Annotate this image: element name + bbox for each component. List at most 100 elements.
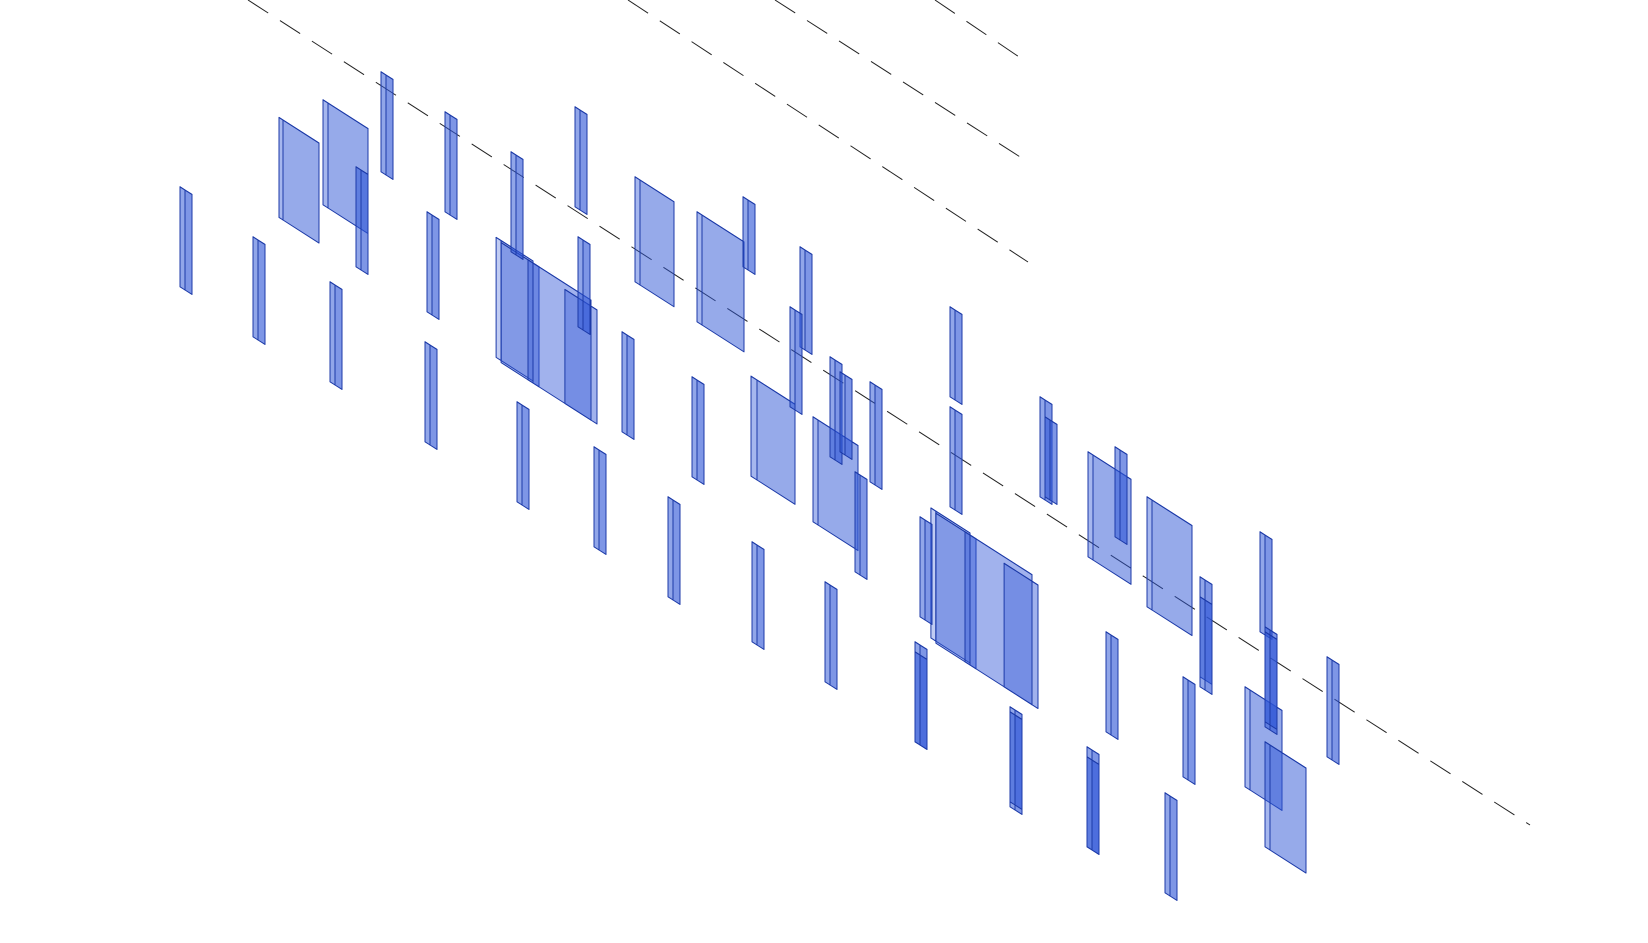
- column-7[interactable]: [424, 341, 438, 450]
- column-18[interactable]: [789, 306, 803, 415]
- column-29[interactable]: [1105, 631, 1119, 740]
- column-12[interactable]: [593, 446, 607, 555]
- column-3-front-face: [334, 284, 343, 390]
- column-4-front-face: [360, 169, 369, 275]
- column-20[interactable]: [824, 581, 838, 690]
- column-43[interactable]: [1199, 596, 1213, 695]
- column-5-left-face: [380, 71, 387, 176]
- wall-5-front-face: [756, 379, 796, 505]
- wall-1-front-face: [282, 119, 320, 244]
- column-44-left-face: [1086, 756, 1093, 851]
- column-8[interactable]: [444, 111, 458, 220]
- wall-3[interactable]: [634, 176, 675, 308]
- column-43-front-face: [1204, 599, 1213, 695]
- column-2-top-face: [252, 236, 266, 245]
- column-37[interactable]: [577, 236, 591, 335]
- wall-5-top-face: [750, 375, 796, 405]
- column-42[interactable]: [1264, 631, 1278, 730]
- column-2[interactable]: [252, 236, 266, 345]
- core-1-back-wall[interactable]: [495, 236, 534, 382]
- core-2-right-wall-left-face: [1003, 562, 1033, 706]
- column-33-top-face: [1259, 531, 1273, 540]
- column-36[interactable]: [1114, 446, 1128, 545]
- core-2-back-wall-top-face: [930, 507, 971, 534]
- column-13[interactable]: [621, 331, 635, 440]
- column-32-top-face: [1199, 576, 1213, 585]
- column-9-left-face: [510, 151, 517, 256]
- grid-line-upper-2: [774, 0, 1029, 163]
- column-16[interactable]: [751, 541, 765, 650]
- column-30[interactable]: [1164, 792, 1178, 901]
- column-41-top-face: [1044, 416, 1058, 425]
- column-45-top-face: [1009, 711, 1023, 720]
- wall-5[interactable]: [750, 375, 796, 505]
- column-22-front-face: [874, 384, 883, 490]
- column-45[interactable]: [1009, 711, 1023, 810]
- column-14-front-face: [696, 379, 705, 485]
- column-40[interactable]: [949, 306, 963, 405]
- column-5[interactable]: [380, 71, 394, 180]
- column-6-top-face: [426, 211, 440, 220]
- column-1[interactable]: [179, 186, 193, 295]
- column-11[interactable]: [574, 106, 588, 215]
- column-16-left-face: [751, 541, 758, 646]
- core-2-front-wall[interactable]: [964, 531, 1033, 706]
- column-25[interactable]: [949, 406, 963, 515]
- column-25-top-face: [949, 406, 963, 415]
- column-3-top-face: [329, 281, 343, 290]
- column-21-top-face: [854, 471, 868, 480]
- column-35[interactable]: [1326, 656, 1340, 765]
- column-41[interactable]: [1044, 416, 1058, 505]
- core-1-left-wall[interactable]: [500, 242, 540, 388]
- column-44[interactable]: [1086, 756, 1100, 855]
- column-21-front-face: [859, 474, 868, 580]
- wall-10[interactable]: [1264, 741, 1307, 874]
- grid-lines-layer: [247, 0, 1531, 826]
- wall-8[interactable]: [1146, 496, 1193, 637]
- wall-4-top-face: [696, 211, 745, 243]
- column-10[interactable]: [516, 401, 530, 510]
- wall-3-left-face: [634, 176, 641, 286]
- wall-7-left-face: [1087, 451, 1094, 561]
- column-21[interactable]: [854, 471, 868, 580]
- column-33[interactable]: [1259, 531, 1273, 640]
- column-9-top-face: [510, 151, 524, 160]
- column-35-top-face: [1326, 656, 1340, 665]
- column-12-top-face: [593, 446, 607, 455]
- column-15[interactable]: [667, 496, 681, 605]
- wall-2-top-face: [322, 99, 369, 130]
- column-4[interactable]: [355, 166, 369, 275]
- column-31[interactable]: [1182, 676, 1196, 785]
- column-5-front-face: [385, 74, 394, 180]
- core-1-front-wall[interactable]: [527, 259, 592, 421]
- column-17[interactable]: [799, 246, 813, 355]
- column-6[interactable]: [426, 211, 440, 320]
- column-2-front-face: [257, 239, 266, 345]
- core-2-right-wall[interactable]: [1003, 562, 1039, 710]
- column-40-front-face: [954, 309, 963, 405]
- column-28-top-face: [1086, 746, 1100, 755]
- wall-1[interactable]: [278, 116, 320, 244]
- column-3[interactable]: [329, 281, 343, 390]
- column-29-front-face: [1110, 634, 1119, 740]
- column-14[interactable]: [691, 376, 705, 485]
- grid-line-main: [247, 0, 1531, 826]
- column-7-top-face: [424, 341, 438, 350]
- column-11-left-face: [574, 106, 581, 211]
- column-9[interactable]: [510, 151, 524, 260]
- core-2-left-wall[interactable]: [935, 512, 977, 670]
- column-39[interactable]: [839, 371, 853, 460]
- wall-4[interactable]: [696, 211, 745, 353]
- column-46[interactable]: [914, 651, 928, 750]
- column-22[interactable]: [869, 381, 883, 490]
- column-38[interactable]: [742, 196, 756, 275]
- core-1-right-wall-front-face: [590, 305, 598, 425]
- column-30-front-face: [1169, 795, 1178, 901]
- column-11-top-face: [574, 106, 588, 115]
- column-23[interactable]: [919, 516, 933, 625]
- column-39-front-face: [844, 374, 853, 460]
- column-31-left-face: [1182, 676, 1189, 781]
- column-38-front-face: [747, 199, 756, 275]
